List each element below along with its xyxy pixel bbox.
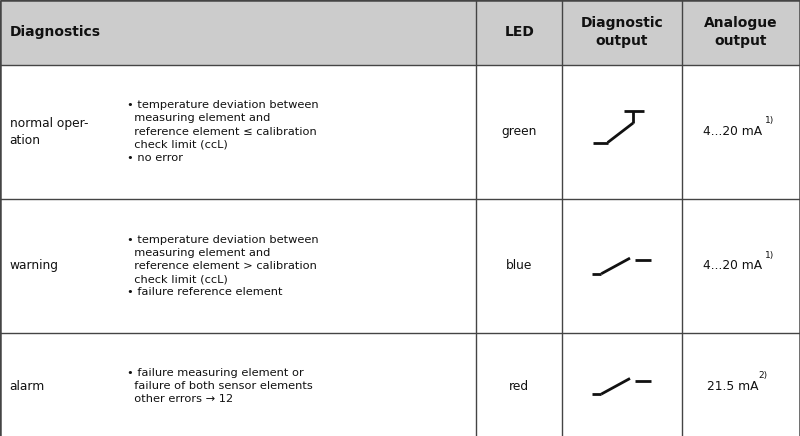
Text: • temperature deviation between
  measuring element and
  reference element ≤ ca: • temperature deviation between measurin… <box>127 100 319 163</box>
Text: Diagnostics: Diagnostics <box>10 25 101 39</box>
Text: 1): 1) <box>765 251 774 259</box>
Text: • failure measuring element or
  failure of both sensor elements
  other errors : • failure measuring element or failure o… <box>127 368 313 405</box>
Text: 1): 1) <box>765 116 774 125</box>
Text: 21.5 mA: 21.5 mA <box>707 380 758 393</box>
Text: 2): 2) <box>758 371 767 380</box>
Text: Diagnostic
output: Diagnostic output <box>581 16 663 48</box>
Text: blue: blue <box>506 259 532 272</box>
Text: • temperature deviation between
  measuring element and
  reference element > ca: • temperature deviation between measurin… <box>127 235 319 297</box>
Bar <box>0 65 800 199</box>
Text: 4...20 mA: 4...20 mA <box>703 125 762 138</box>
Text: warning: warning <box>10 259 58 272</box>
Bar <box>0 199 800 333</box>
Text: LED: LED <box>504 25 534 39</box>
Text: normal oper-
ation: normal oper- ation <box>10 117 88 146</box>
Text: alarm: alarm <box>10 380 45 393</box>
Text: green: green <box>502 125 537 138</box>
Bar <box>0 0 800 65</box>
Text: 4...20 mA: 4...20 mA <box>703 259 762 272</box>
Bar <box>0 333 800 436</box>
Text: red: red <box>509 380 530 393</box>
Text: Analogue
output: Analogue output <box>704 16 778 48</box>
